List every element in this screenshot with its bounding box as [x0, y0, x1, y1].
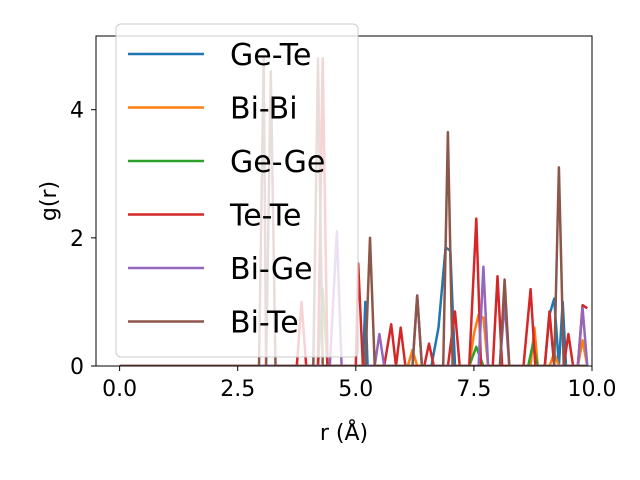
y-tick-label: 0: [70, 355, 84, 380]
x-tick-label: 10.0: [568, 377, 617, 402]
legend-label: Bi-Bi: [230, 92, 298, 127]
legend-label: Ge-Ge: [230, 145, 325, 180]
y-axis-label: g(r): [37, 181, 62, 221]
ticks-layer: 0.0 2.5 5.0 7.5 10.0 0 2 4: [70, 99, 616, 402]
series-line-bi-bi: [119, 313, 589, 366]
legend: Ge-Te Bi-Bi Ge-Ge Te-Te Bi-Ge Bi-Te: [115, 23, 359, 358]
legend-label: Bi-Ge: [230, 252, 313, 287]
legend-label: Ge-Te: [230, 38, 311, 73]
y-tick-label: 2: [70, 227, 84, 252]
x-axis-label: r (Å): [320, 419, 368, 446]
x-tick-label: 2.5: [220, 377, 255, 402]
y-tick-label: 4: [70, 99, 84, 124]
legend-label: Te-Te: [229, 199, 301, 234]
series-line-te-te: [119, 57, 589, 366]
legend-label: Bi-Te: [230, 306, 299, 341]
x-tick-label: 0.0: [102, 377, 137, 402]
x-tick-label: 7.5: [456, 377, 491, 402]
x-tick-label: 5.0: [338, 377, 373, 402]
